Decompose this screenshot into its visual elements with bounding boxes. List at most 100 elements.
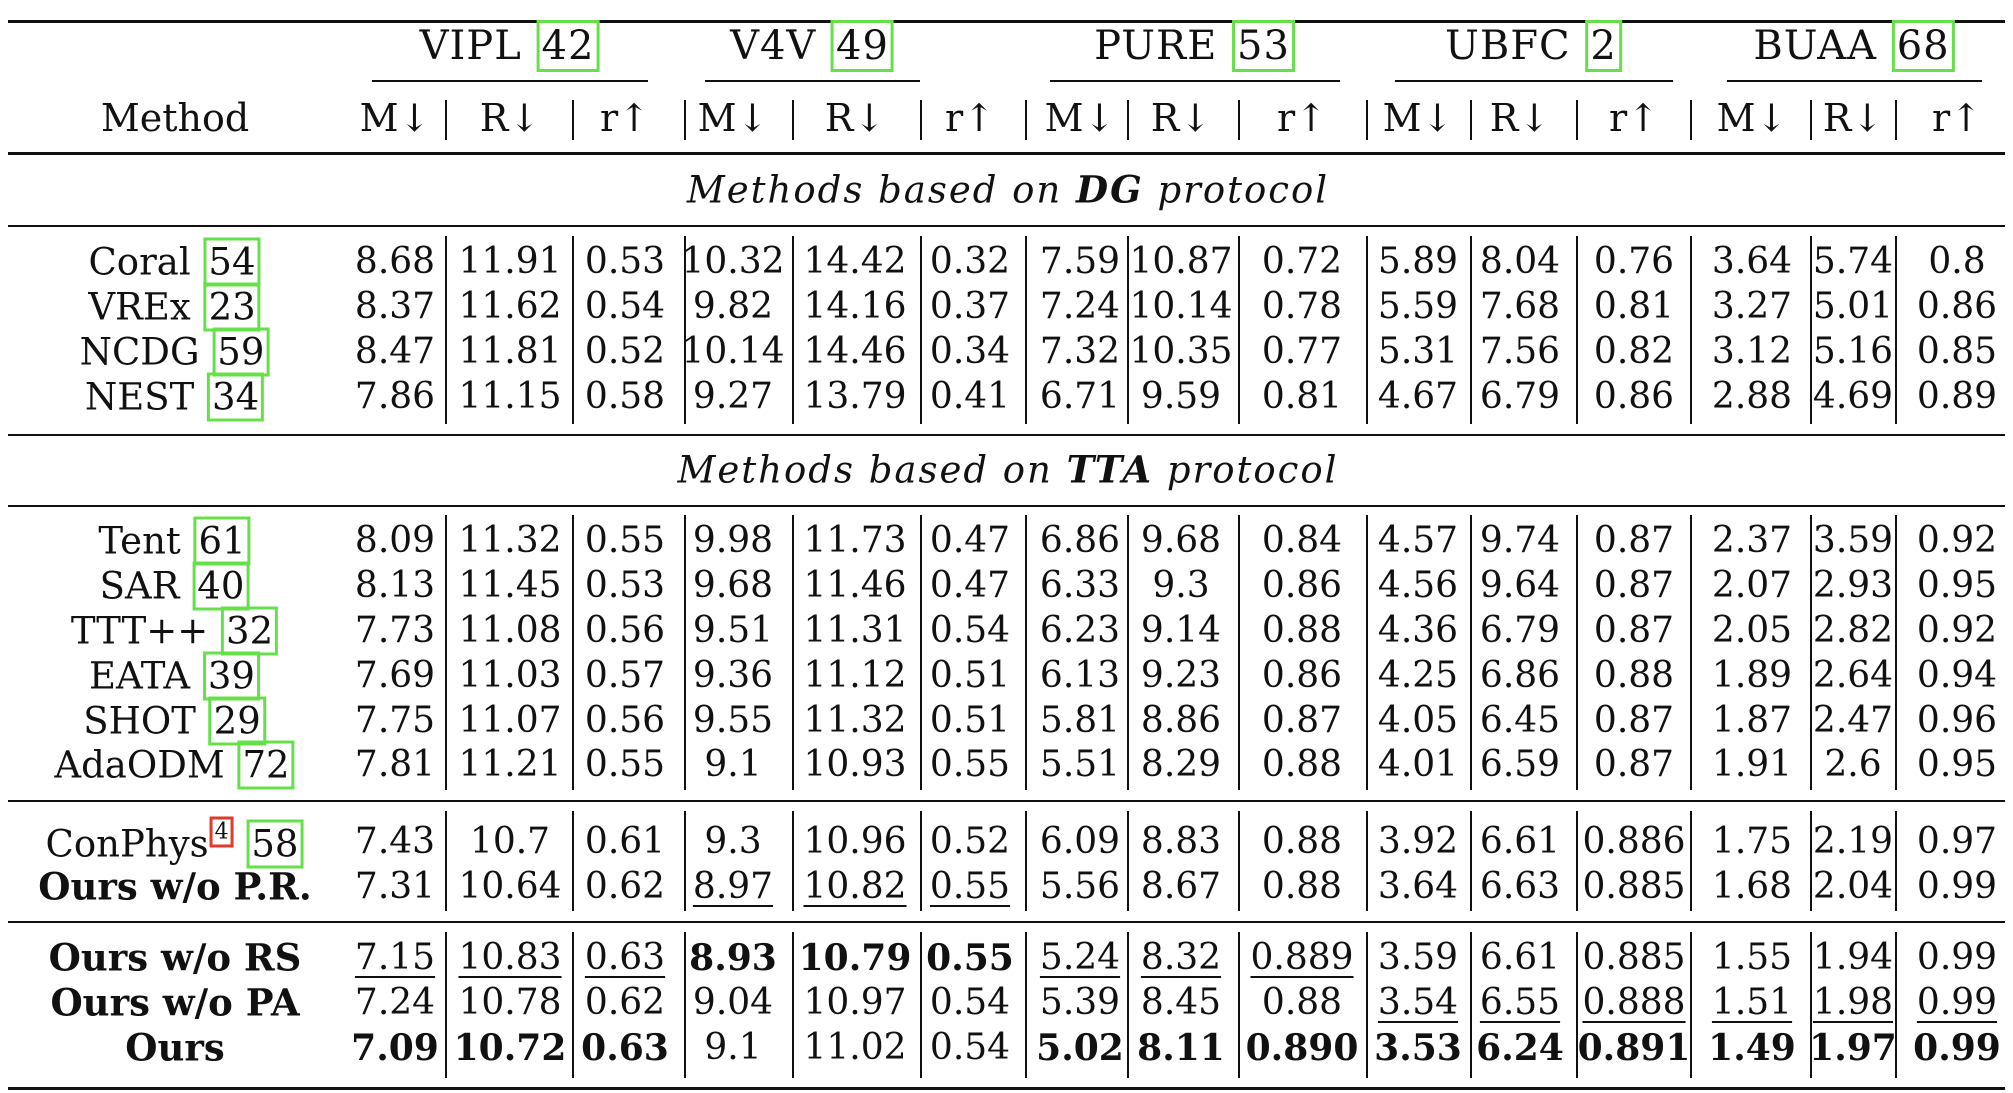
table-cell: 0.63 — [581, 1027, 669, 1069]
table-cell: 6.61 — [1479, 937, 1561, 978]
table-cell: 3.59 — [1812, 520, 1894, 561]
table-cell: 0.86 — [1261, 655, 1343, 696]
table-cell: 11.03 — [458, 655, 562, 696]
table-cell: 1.87 — [1711, 700, 1793, 741]
table-cell: 2.07 — [1711, 565, 1793, 606]
metric-header: M↓ — [1382, 96, 1454, 140]
metric-header: R↓ — [1822, 96, 1884, 140]
method-name: EATA 39 — [89, 651, 261, 701]
table-cell: 6.86 — [1039, 520, 1121, 561]
column-separator — [1366, 515, 1368, 790]
section-prefix: Methods based on — [677, 448, 1067, 492]
section-title-tta: Methods based on TTA protocol — [677, 448, 1339, 492]
table-cell: 0.41 — [929, 376, 1011, 417]
table-cell: 6.33 — [1039, 565, 1121, 606]
table-cell: 3.53 — [1374, 1027, 1462, 1069]
table-cell: 0.53 — [584, 241, 666, 282]
metric-header: R↓ — [1150, 96, 1212, 140]
table-cell: 4.57 — [1377, 520, 1459, 561]
table-cell: 0.87 — [1593, 520, 1675, 561]
method-name: Ours w/o RS — [49, 939, 302, 977]
table-cell: 0.51 — [929, 655, 1011, 696]
column-separator — [1238, 100, 1240, 140]
table-cell: 9.68 — [692, 565, 774, 606]
column-separator — [572, 100, 574, 140]
method-label: EATA — [89, 654, 191, 698]
table-cell: 8.29 — [1140, 744, 1222, 785]
metric-header: M↓ — [1044, 96, 1116, 140]
table-cell: 8.09 — [354, 520, 436, 561]
table-cell: 9.1 — [704, 744, 762, 785]
table-cell: 10.72 — [453, 1027, 567, 1069]
table-cell: 1.51 — [1711, 982, 1793, 1023]
table-cell: 0.56 — [584, 700, 666, 741]
table-cell: 0.37 — [929, 286, 1011, 327]
table-cell: 11.08 — [458, 610, 562, 651]
table-cell: 2.47 — [1812, 700, 1894, 741]
table-cell: 5.16 — [1812, 331, 1894, 372]
table-cell: 10.32 — [681, 241, 785, 282]
column-separator — [1690, 236, 1692, 424]
section-protocol: DG — [1076, 167, 1144, 212]
table-cell: 7.24 — [354, 982, 436, 1023]
table-cell: 0.54 — [584, 286, 666, 327]
table-cell: 5.81 — [1039, 700, 1121, 741]
citation-link: 29 — [208, 696, 266, 746]
column-separator — [572, 236, 574, 424]
method-label: SHOT — [83, 699, 196, 743]
column-separator — [920, 236, 922, 424]
rule-line — [8, 225, 2005, 227]
table-cell: 0.87 — [1593, 744, 1675, 785]
table-cell: 8.45 — [1140, 982, 1222, 1023]
table-cell: 8.93 — [689, 937, 777, 979]
table-cell: 2.93 — [1812, 565, 1894, 606]
table-cell: 0.92 — [1916, 610, 1998, 651]
table-cell: 8.13 — [354, 565, 436, 606]
table-cell: 10.64 — [458, 866, 562, 907]
table-cell: 10.87 — [1129, 241, 1233, 282]
table-cell: 0.87 — [1593, 700, 1675, 741]
table-cell: 4.69 — [1812, 376, 1894, 417]
table-cell: 11.12 — [803, 655, 907, 696]
table-cell: 11.73 — [803, 520, 907, 561]
table-cell: 0.52 — [929, 821, 1011, 862]
rule-line — [8, 1087, 2005, 1090]
method-label: Ours w/o RS — [48, 935, 302, 980]
cmidrule — [1727, 80, 1982, 82]
method-label: Ours — [125, 1025, 225, 1070]
table-cell: 6.59 — [1479, 744, 1561, 785]
citation-link: 58 — [246, 819, 304, 869]
table-cell: 0.8 — [1928, 241, 1986, 282]
table-cell: 8.68 — [354, 241, 436, 282]
table-cell: 0.889 — [1250, 937, 1354, 978]
table-cell: 1.68 — [1711, 866, 1793, 907]
table-cell: 7.32 — [1039, 331, 1121, 372]
method-label: SAR — [99, 564, 180, 608]
method-label: Ours w/o P.R. — [38, 864, 312, 909]
table-cell: 0.88 — [1261, 610, 1343, 651]
table-cell: 0.55 — [584, 520, 666, 561]
table-cell: 1.89 — [1711, 655, 1793, 696]
table-cell: 0.58 — [584, 376, 666, 417]
column-separator — [1895, 100, 1897, 140]
table-cell: 0.52 — [584, 331, 666, 372]
table-cell: 1.49 — [1708, 1027, 1796, 1069]
column-separator — [1810, 932, 1812, 1078]
table-cell: 9.55 — [692, 700, 774, 741]
table-cell: 0.86 — [1261, 565, 1343, 606]
table-cell: 0.891 — [1577, 1027, 1691, 1069]
table-cell: 0.82 — [1593, 331, 1675, 372]
table-cell: 6.63 — [1479, 866, 1561, 907]
citation-link: 39 — [202, 651, 260, 701]
method-label: NEST — [84, 375, 195, 419]
table-cell: 7.15 — [354, 937, 436, 978]
table-cell: 5.39 — [1039, 982, 1121, 1023]
column-separator — [1576, 236, 1578, 424]
method-name: AdaODM 72 — [54, 740, 295, 790]
table-cell: 9.3 — [1152, 565, 1210, 606]
table-cell: 9.04 — [692, 982, 774, 1023]
table-cell: 0.78 — [1261, 286, 1343, 327]
table-cell: 5.74 — [1812, 241, 1894, 282]
section-protocol: TTA — [1066, 447, 1154, 492]
